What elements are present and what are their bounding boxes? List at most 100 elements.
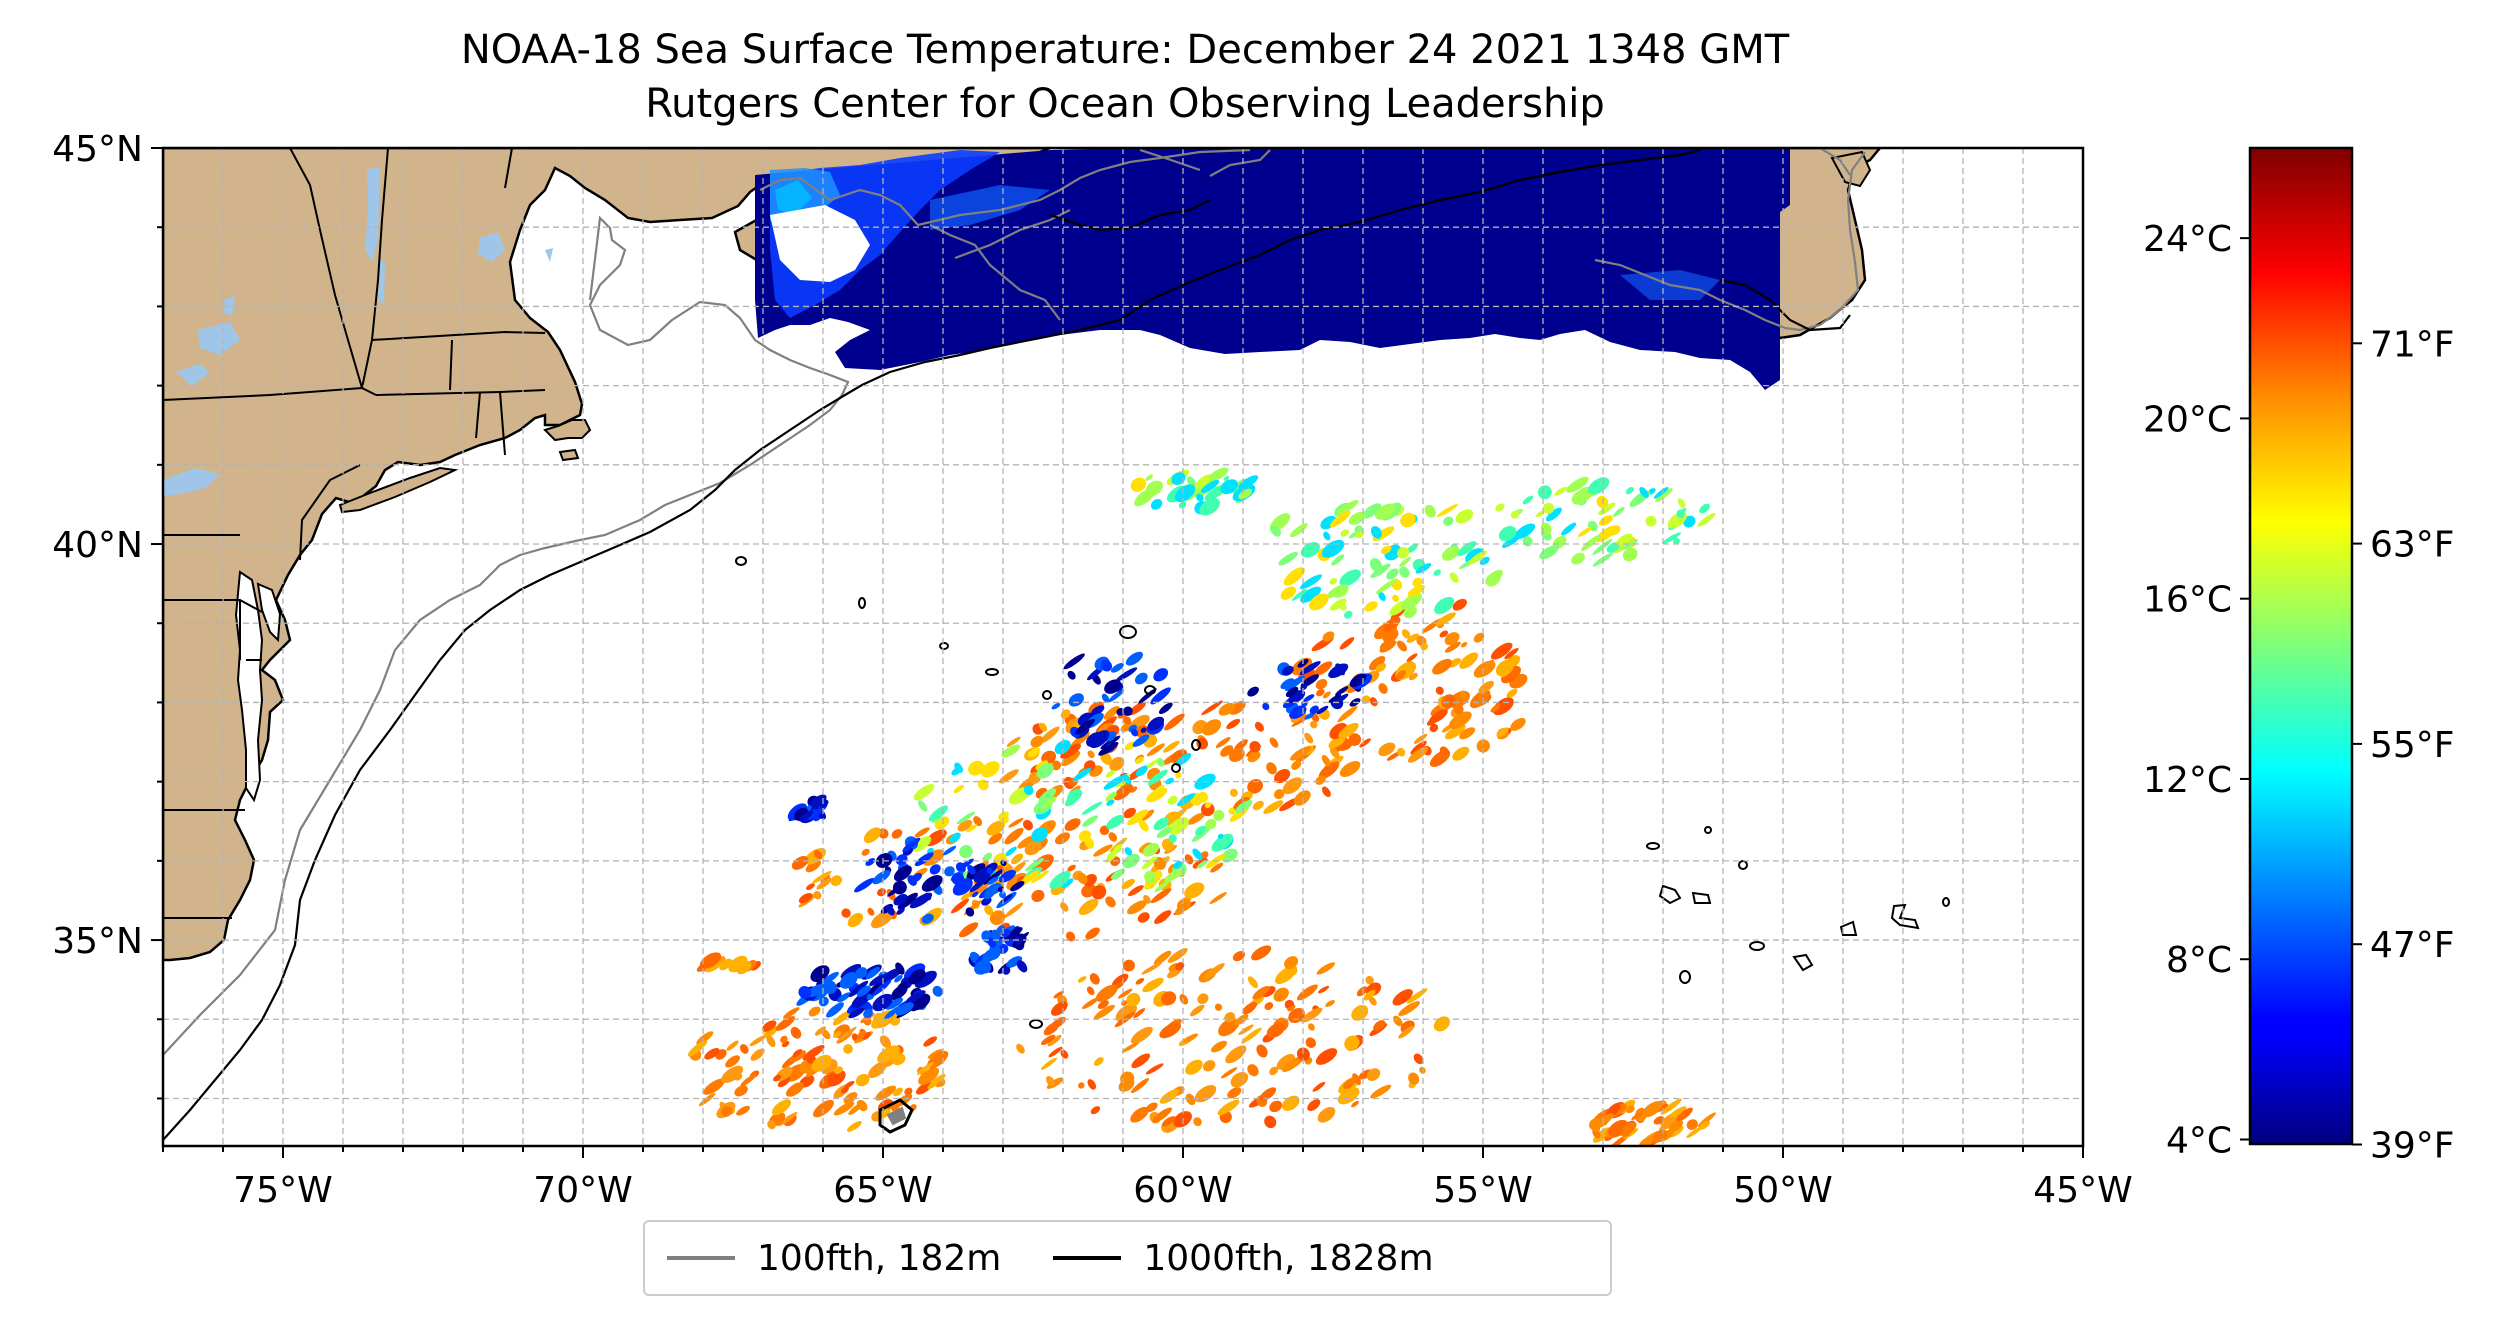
sst-patch — [826, 1069, 846, 1087]
sst-patch — [1064, 794, 1079, 807]
inland-lakes — [163, 166, 553, 496]
sst-patch — [1571, 552, 1585, 565]
sst-patch — [1160, 991, 1177, 1006]
sst-patch — [974, 959, 991, 975]
sst-patch — [1008, 818, 1024, 828]
celsius-tick-label: 24°C — [2143, 219, 2232, 260]
sst-patch — [1510, 717, 1526, 731]
sst-patch — [905, 990, 926, 1004]
sst-patch — [932, 985, 943, 997]
sst-patch — [812, 871, 832, 884]
sst-patch — [1344, 610, 1353, 619]
sst-patch — [818, 996, 829, 1007]
fahrenheit-tick-label: 39°F — [2370, 1126, 2455, 1167]
sst-patch — [1348, 511, 1366, 525]
sst-patch — [798, 986, 811, 999]
sst-patch — [893, 894, 908, 906]
sst-patch — [1322, 631, 1335, 642]
sst-patch — [1436, 503, 1459, 518]
sst-patch — [1129, 786, 1138, 793]
sst-patch — [885, 904, 895, 916]
sst-patch — [1496, 727, 1509, 737]
sst-patch — [1479, 556, 1490, 566]
sst-patch — [1087, 750, 1095, 759]
sst-patch — [1309, 593, 1329, 611]
sst-patch — [1318, 761, 1340, 780]
sst-patch — [1592, 538, 1613, 555]
sst-patch — [1566, 476, 1589, 493]
sst-patch — [868, 1061, 887, 1078]
sst-patch — [1247, 976, 1258, 989]
sst-patch — [736, 1105, 751, 1116]
sst-patch — [1290, 746, 1312, 761]
sst-patch — [1408, 1072, 1420, 1085]
sst-patch — [1554, 486, 1568, 496]
sst-patch — [1315, 1048, 1338, 1065]
sst-patch — [1125, 651, 1143, 666]
sst-patch — [1138, 688, 1157, 704]
sst-patch — [956, 811, 976, 825]
sst-patch — [1068, 693, 1084, 707]
sst-patch — [1433, 569, 1441, 576]
sst-patch — [783, 1007, 800, 1019]
sst-patch — [1207, 467, 1229, 482]
sst-patch — [1040, 1057, 1058, 1070]
sst-patch — [1413, 733, 1428, 744]
sst-patch — [958, 922, 979, 938]
sst-patch — [1210, 1040, 1228, 1053]
sst-patch — [1122, 853, 1140, 869]
sst-patch — [1315, 775, 1326, 785]
sst-patch — [1424, 504, 1436, 518]
sst-patch — [1329, 577, 1338, 585]
sst-patch — [1291, 568, 1302, 579]
sst-patch — [1141, 856, 1158, 870]
sst-patch — [1280, 586, 1297, 600]
sst-patch — [1354, 525, 1363, 533]
sst-patch — [1274, 965, 1297, 985]
sst-patch — [959, 844, 973, 859]
sst-patch — [1153, 817, 1169, 831]
sst-patch — [1677, 498, 1686, 509]
sst-patch — [998, 769, 1019, 784]
sst-patch — [1325, 1000, 1335, 1007]
sst-patch — [1642, 1101, 1663, 1118]
sst-patch — [857, 1030, 867, 1039]
sst-patch — [1662, 532, 1682, 545]
sst-patch — [1407, 584, 1425, 597]
sst-patch — [1329, 747, 1340, 759]
sst-patch — [1263, 800, 1284, 814]
sst-patch — [1287, 1004, 1296, 1012]
celsius-tick-label: 4°C — [2166, 1120, 2232, 1161]
sst-patch — [1089, 730, 1110, 749]
sst-patch — [1658, 1116, 1678, 1132]
sst-patch — [1215, 737, 1231, 748]
sst-patch — [1653, 487, 1669, 499]
sst-patch — [790, 1026, 802, 1039]
sst-patch — [1238, 1024, 1254, 1036]
sst-patch — [1090, 1106, 1101, 1115]
sst-patch — [969, 878, 986, 893]
sst-patch — [1072, 767, 1092, 782]
sst-patch — [1300, 541, 1320, 558]
sst-patch — [1300, 684, 1308, 691]
sst-patch — [1103, 775, 1126, 790]
sst-patch — [893, 865, 912, 882]
sst-patch — [1036, 763, 1054, 779]
sst-patch — [1375, 503, 1396, 520]
sst-patch — [1031, 870, 1049, 884]
sst-patch — [816, 878, 832, 890]
sst-patch — [1510, 510, 1519, 519]
sst-patch — [1349, 673, 1367, 688]
sst-patch — [1307, 1099, 1321, 1112]
sst-patch — [1251, 945, 1272, 961]
sst-patch — [1369, 697, 1378, 707]
sst-patch — [957, 858, 974, 871]
sst-patch — [1420, 642, 1428, 651]
sst-patch — [1308, 1023, 1315, 1031]
sst-patch — [1134, 672, 1148, 685]
sst-patch — [1478, 680, 1494, 694]
sst-patch — [836, 1026, 857, 1043]
sst-patch — [1412, 577, 1423, 588]
sst-patch — [1175, 961, 1185, 971]
sst-patch — [1040, 1034, 1056, 1046]
